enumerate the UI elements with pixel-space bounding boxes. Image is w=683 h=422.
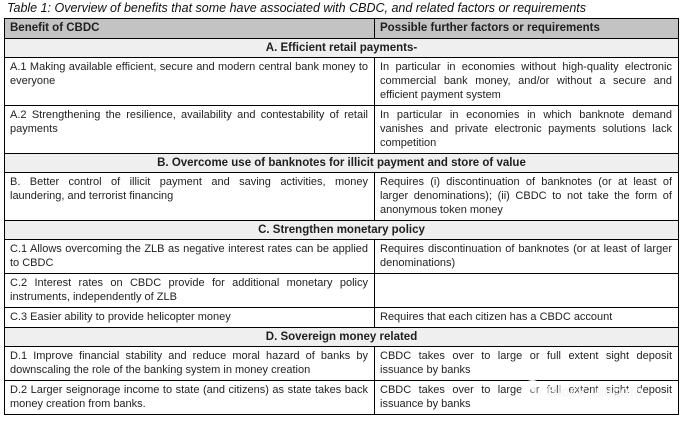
table-row: D.1 Improve financial stability and redu… [4, 346, 679, 381]
table-header-row: Benefit of CBDC Possible further factors… [4, 18, 679, 39]
section-label: D. Sovereign money related [4, 327, 679, 347]
table-caption: Table 1: Overview of benefits that some … [7, 1, 586, 15]
section-row-d: D. Sovereign money related [4, 327, 679, 347]
factors-cell: Requires discontinuation of banknotes (o… [374, 239, 679, 274]
benefit-cell: C.1 Allows overcoming the ZLB as negativ… [4, 239, 375, 274]
factors-cell: In particular in economies without high-… [374, 57, 679, 106]
benefit-cell: C.3 Easier ability to provide helicopter… [4, 307, 375, 328]
benefit-cell: A.2 Strengthening the resilience, availa… [4, 105, 375, 154]
section-label: A. Efficient retail payments- [4, 38, 679, 58]
column-header-factors: Possible further factors or requirements [374, 18, 679, 39]
table-row: A.1 Making available efficient, secure a… [4, 57, 679, 106]
section-label: C. Strengthen monetary policy [4, 220, 679, 240]
factors-cell: CBDC takes over to large or full extent … [374, 346, 679, 381]
benefit-cell: D.2 Larger seignorage income to state (a… [4, 380, 375, 415]
factors-cell: Requires that each citizen has a CBDC ac… [374, 307, 679, 328]
factors-cell [374, 273, 679, 308]
column-header-benefit: Benefit of CBDC [4, 18, 375, 39]
table-row: C.2 Interest rates on CBDC provide for a… [4, 273, 679, 308]
table-row: A.2 Strengthening the resilience, availa… [4, 105, 679, 154]
section-label: B. Overcome use of banknotes for illicit… [4, 153, 679, 173]
table-row: B. Better control of illicit payment and… [4, 172, 679, 221]
factors-cell: Requires (i) discontinuation of banknote… [374, 172, 679, 221]
benefit-cell: A.1 Making available efficient, secure a… [4, 57, 375, 106]
section-row-a: A. Efficient retail payments- [4, 38, 679, 58]
section-row-c: C. Strengthen monetary policy [4, 220, 679, 240]
factors-cell: In particular in economies in which bank… [374, 105, 679, 154]
benefit-cell: D.1 Improve financial stability and redu… [4, 346, 375, 381]
table-row: C.1 Allows overcoming the ZLB as negativ… [4, 239, 679, 274]
table-row: D.2 Larger seignorage income to state (a… [4, 380, 679, 415]
benefits-table: Benefit of CBDC Possible further factors… [4, 18, 679, 415]
benefit-cell: C.2 Interest rates on CBDC provide for a… [4, 273, 375, 308]
factors-cell: CBDC takes over to large or full extent … [374, 380, 679, 415]
table-row: C.3 Easier ability to provide helicopter… [4, 307, 679, 328]
benefit-cell: B. Better control of illicit payment and… [4, 172, 375, 221]
section-row-b: B. Overcome use of banknotes for illicit… [4, 153, 679, 173]
